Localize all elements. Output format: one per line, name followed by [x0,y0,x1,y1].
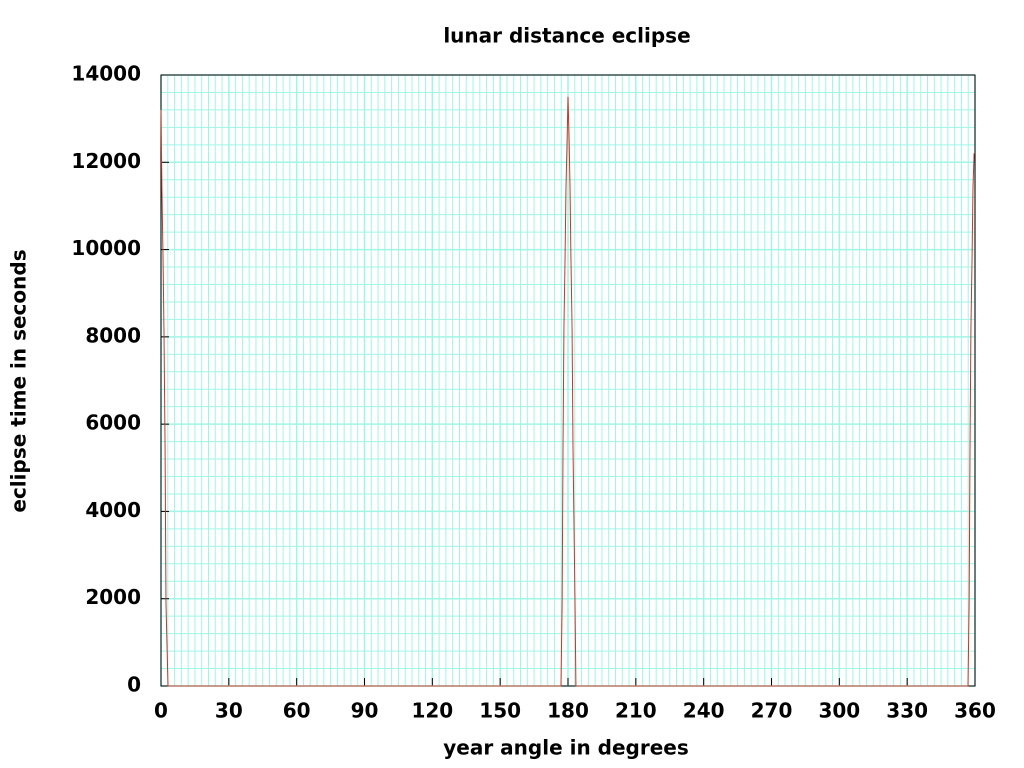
x-tick-label: 120 [411,699,453,723]
x-tick-label: 270 [751,699,793,723]
x-tick-label: 0 [154,699,168,723]
y-tick-label: 8000 [85,323,141,347]
x-tick-label: 330 [886,699,928,723]
x-tick-label: 150 [479,699,521,723]
data-line [160,96,975,687]
plot-border [160,74,976,687]
x-tick-label: 210 [615,699,657,723]
y-axis-label: eclipse time in seconds [7,249,31,512]
x-tick-label: 60 [283,699,311,723]
x-tick-label: 180 [547,699,589,723]
x-tick-label: 240 [683,699,725,723]
x-tick-label: 90 [351,699,379,723]
y-tick-label: 0 [127,673,141,697]
x-tick-label: 30 [215,699,243,723]
x-tick-label: 300 [818,699,860,723]
y-tick-label: 14000 [71,62,141,86]
y-tick-label: 2000 [85,585,141,609]
y-tick-label: 10000 [71,236,141,260]
chart-title: lunar distance eclipse [443,24,690,48]
x-axis-label: year angle in degrees [443,736,689,760]
y-tick-label: 12000 [71,149,141,173]
y-tick-label: 6000 [85,411,141,435]
x-tick-label: 360 [954,699,996,723]
y-tick-label: 4000 [85,498,141,522]
